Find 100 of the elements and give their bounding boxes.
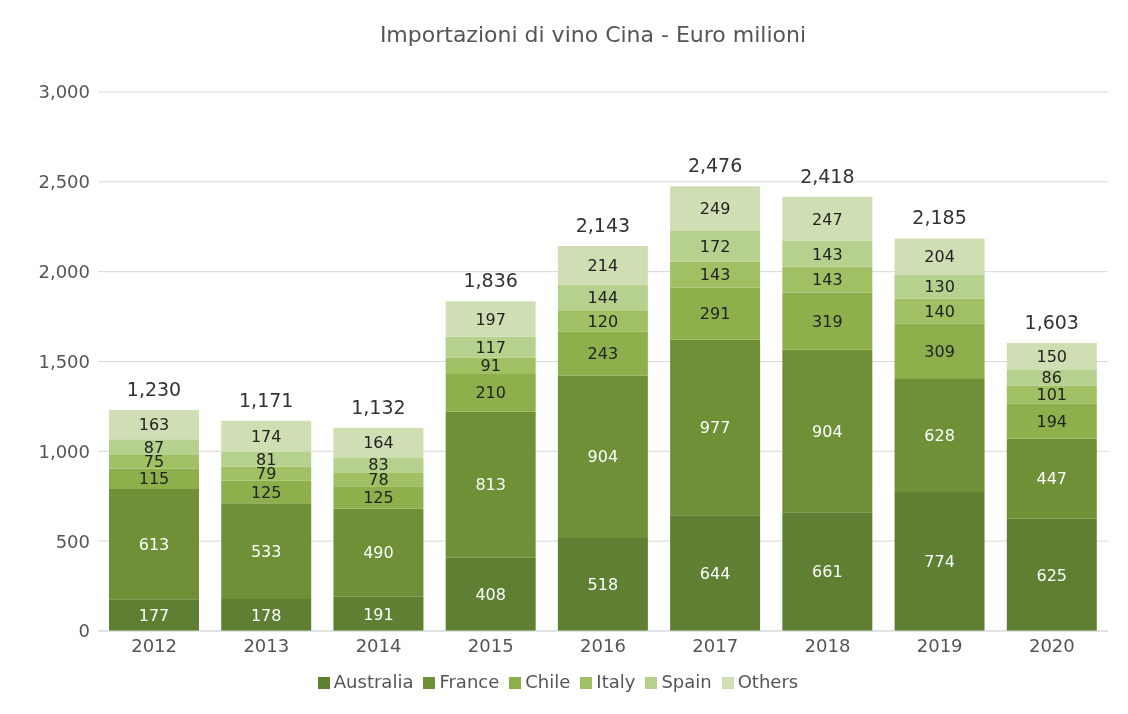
- total-label: 1,132: [351, 395, 406, 418]
- data-label: 125: [363, 488, 394, 508]
- bar: [894, 379, 985, 492]
- data-label: 174: [250, 427, 282, 447]
- x-tick-label: 2012: [131, 634, 178, 656]
- bar: [445, 336, 536, 358]
- bar: [557, 331, 648, 376]
- data-label: 977: [699, 418, 731, 438]
- bar: [670, 287, 761, 340]
- data-label: 125: [250, 482, 282, 502]
- total-label: 1,171: [239, 388, 294, 411]
- bar: [557, 375, 648, 538]
- bar: [109, 489, 199, 600]
- x-tick-label: 2015: [467, 634, 514, 656]
- bar: [782, 292, 873, 350]
- legend-label: France: [439, 671, 500, 692]
- bar: [445, 301, 536, 337]
- data-label: 613: [138, 534, 170, 554]
- bar: [894, 298, 985, 324]
- bar: [333, 508, 424, 597]
- data-label: 194: [1036, 411, 1068, 431]
- data-label: 117: [475, 337, 506, 357]
- data-label: 86: [1041, 368, 1062, 388]
- bar: [670, 261, 761, 288]
- total-label: 2,418: [800, 164, 855, 187]
- y-tick-label: 1,500: [38, 350, 90, 372]
- bar: [221, 599, 312, 631]
- bar: [445, 557, 536, 631]
- bar: [557, 310, 648, 332]
- data-label: 177: [138, 605, 170, 625]
- data-label: 904: [587, 447, 619, 467]
- data-label: 774: [924, 552, 955, 572]
- data-label: 75: [143, 452, 165, 472]
- y-tick-label: 1,000: [38, 440, 90, 462]
- x-tick-label: 2019: [916, 634, 963, 656]
- y-tick-label: 2,500: [38, 171, 90, 193]
- data-label: 661: [812, 562, 843, 582]
- data-label: 115: [138, 469, 170, 489]
- data-label: 204: [924, 247, 955, 267]
- total-label: 1,603: [1024, 310, 1079, 333]
- bar: [333, 596, 424, 631]
- data-label: 319: [812, 311, 843, 331]
- legend-label: Others: [737, 671, 799, 692]
- data-label: 91: [480, 356, 501, 376]
- data-label: 904: [812, 421, 843, 441]
- chart-title: Importazioni di vino Cina - Euro milioni: [378, 21, 808, 49]
- bar: [333, 472, 424, 487]
- bar: [445, 357, 536, 374]
- bar: [894, 275, 985, 299]
- total-label: 2,143: [575, 213, 631, 236]
- legend-label: Spain: [661, 671, 712, 692]
- bar: [109, 599, 199, 631]
- bar: [445, 411, 536, 558]
- data-label: 625: [1036, 565, 1068, 585]
- bar: [782, 349, 873, 513]
- bar: [445, 373, 536, 412]
- data-label: 813: [475, 475, 506, 495]
- bar: [1006, 403, 1097, 439]
- data-label: 191: [363, 604, 394, 624]
- bar: [557, 284, 648, 311]
- data-label: 78: [368, 469, 389, 489]
- y-tick-label: 0: [78, 620, 90, 642]
- data-label: 197: [475, 309, 506, 329]
- legend-label: Italy: [596, 671, 636, 692]
- data-label: 214: [587, 255, 619, 275]
- x-tick-label: 2013: [243, 634, 290, 656]
- x-tick-label: 2017: [692, 634, 739, 656]
- bar: [894, 238, 985, 276]
- bar: [109, 410, 199, 440]
- bar: [333, 457, 424, 473]
- bar: [557, 537, 648, 631]
- y-tick-label: 2,000: [38, 261, 90, 283]
- data-label: 150: [1036, 347, 1068, 367]
- bar: [670, 515, 761, 631]
- data-label: 247: [812, 209, 843, 229]
- data-label: 408: [475, 585, 506, 605]
- bar: [1006, 518, 1097, 631]
- bar: [782, 512, 873, 631]
- data-label: 163: [138, 415, 170, 435]
- data-label: 518: [587, 575, 619, 595]
- bar: [333, 427, 424, 458]
- data-label: 143: [812, 244, 843, 264]
- data-label: 309: [924, 342, 955, 362]
- bar: [221, 503, 312, 600]
- legend-label: Chile: [525, 671, 571, 692]
- bar: [670, 339, 761, 516]
- total-label: 1,836: [463, 269, 518, 292]
- data-label: 644: [699, 563, 731, 583]
- data-label: 533: [250, 541, 282, 561]
- y-tick-label: 500: [55, 530, 90, 552]
- legend-label: Australia: [333, 671, 414, 692]
- x-tick-label: 2016: [580, 634, 626, 656]
- bar: [782, 241, 873, 267]
- bar: [221, 420, 312, 453]
- data-label: 172: [699, 237, 731, 257]
- bar: [109, 439, 199, 455]
- y-tick-label: 3,000: [38, 81, 90, 103]
- data-label: 243: [587, 344, 619, 364]
- data-label: 130: [924, 277, 955, 297]
- data-label: 249: [699, 199, 731, 219]
